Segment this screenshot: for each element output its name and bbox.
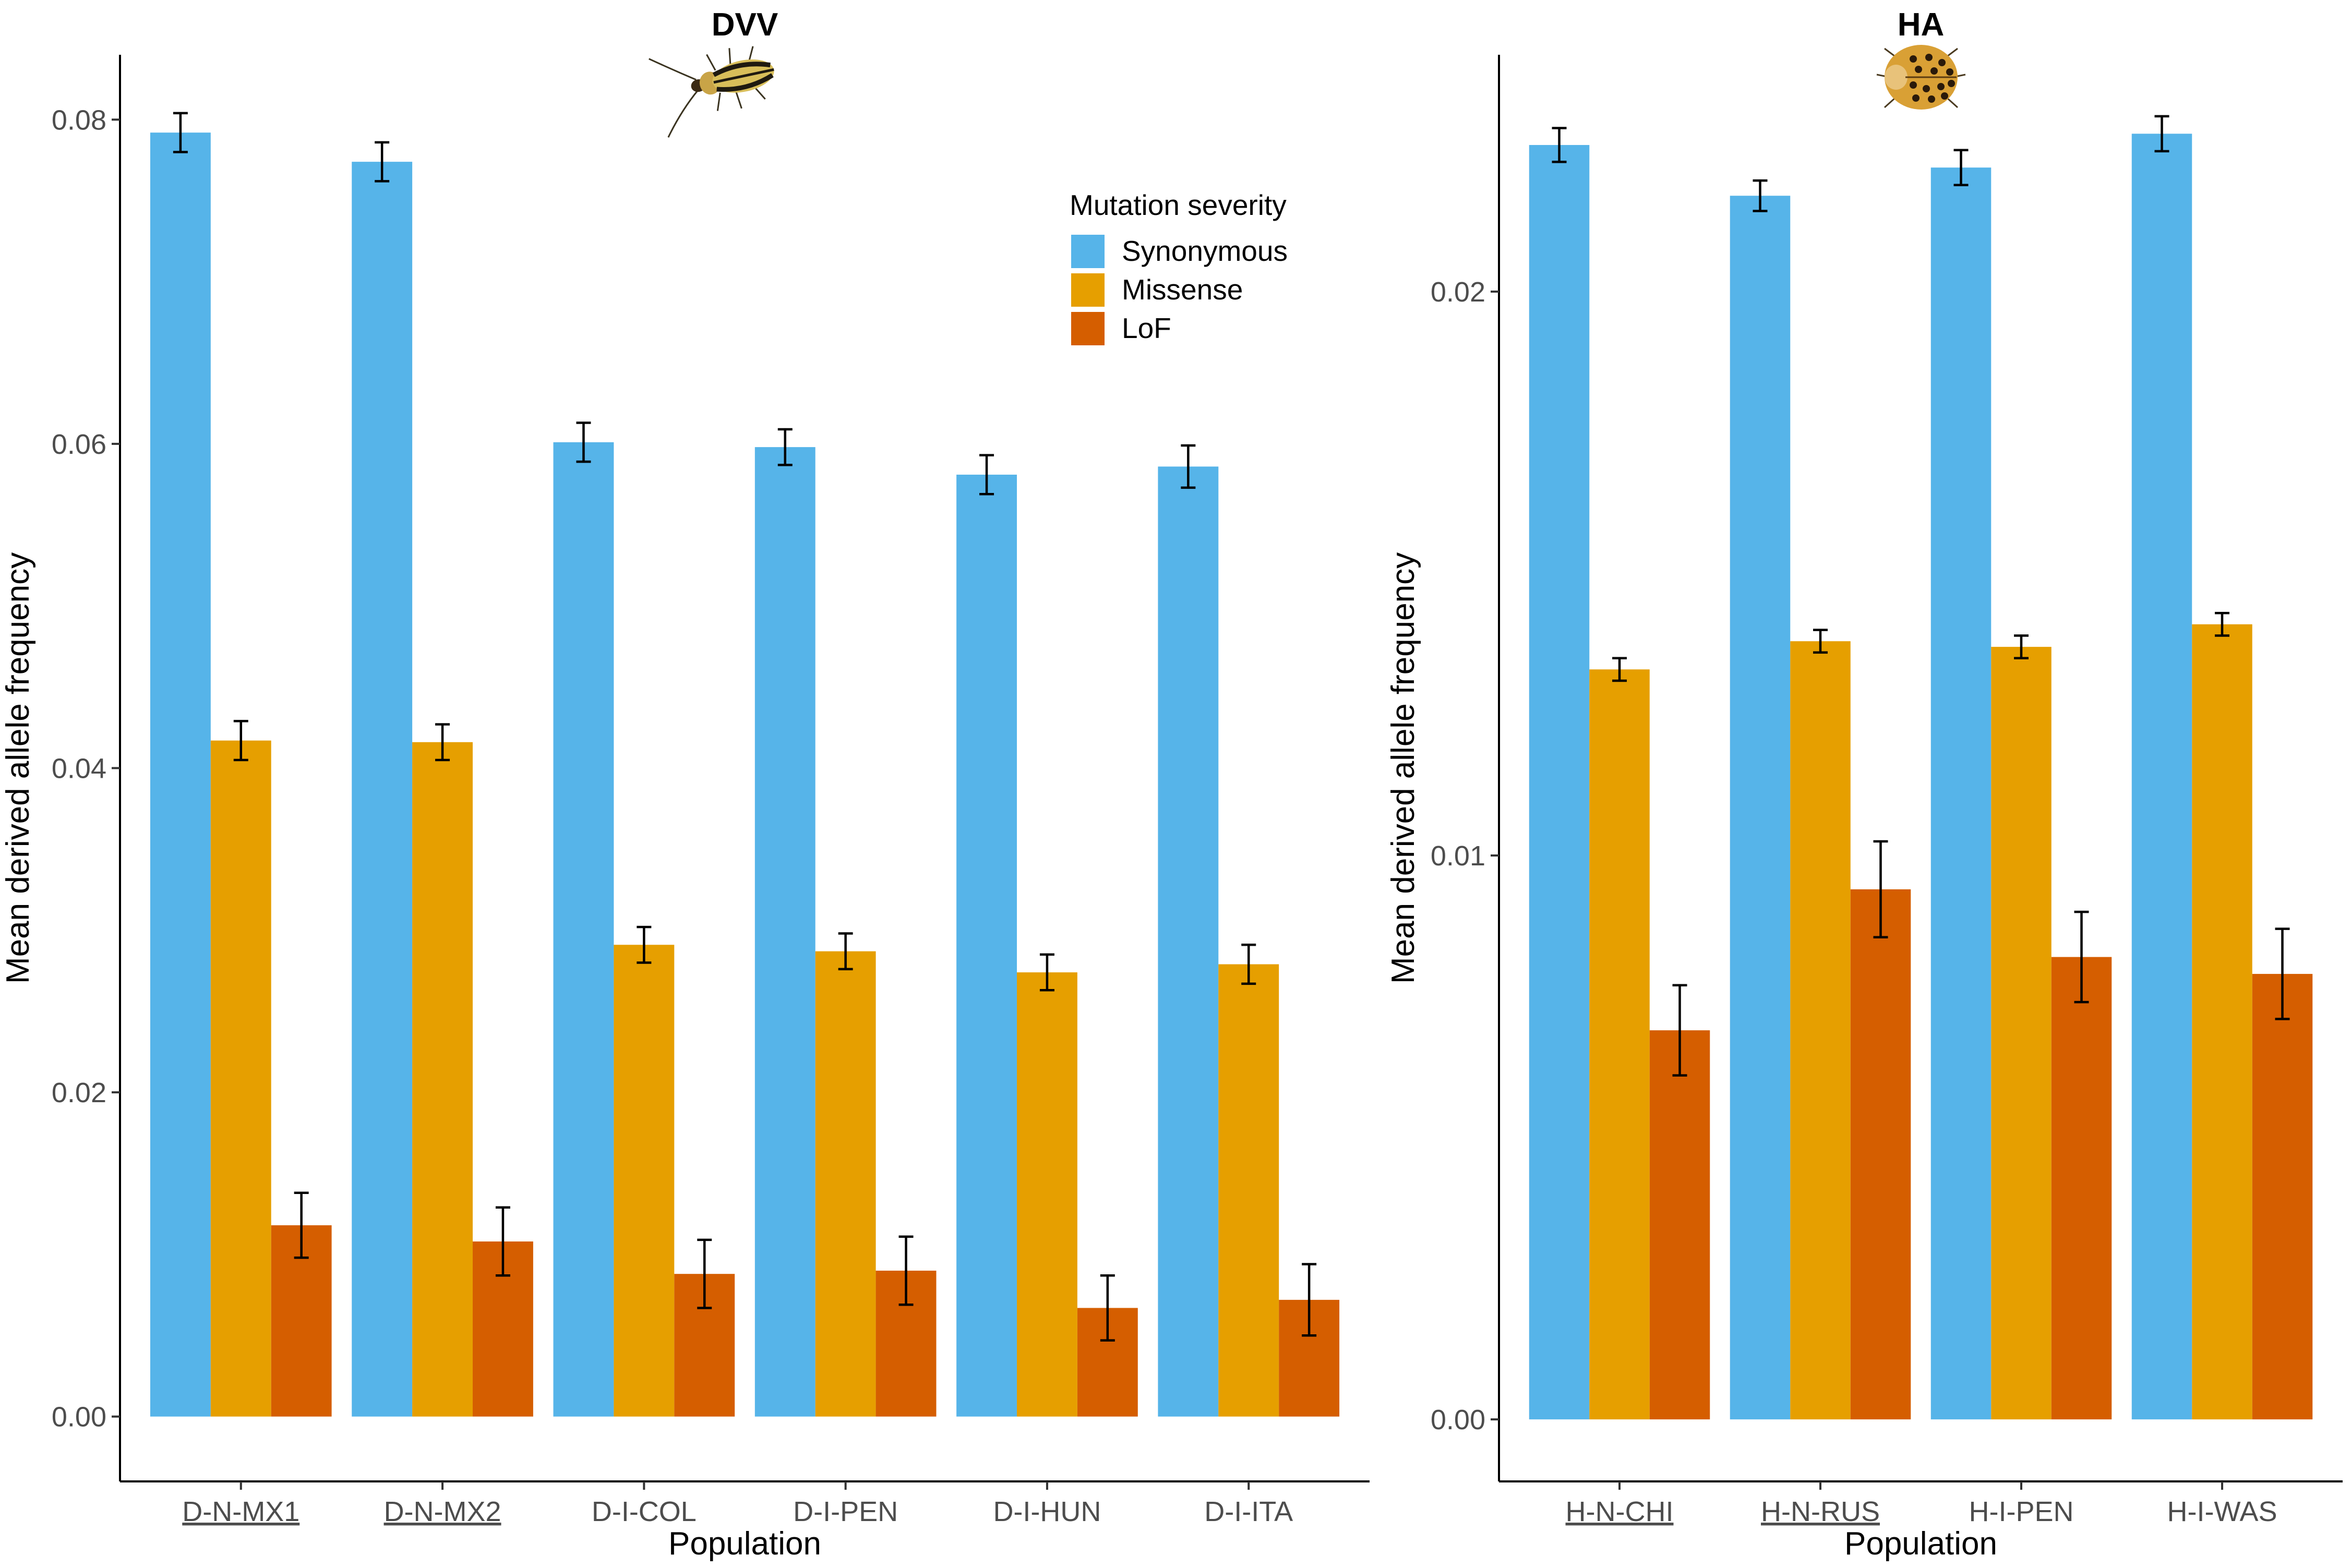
legend-label: Missense — [1122, 273, 1243, 306]
legend-swatch-missense — [1071, 273, 1105, 307]
error-bar — [1241, 944, 1256, 985]
error-bar — [898, 1235, 914, 1306]
bar-synonymous — [754, 447, 815, 1417]
x-axis-title: Population — [668, 1526, 821, 1562]
legend-label: LoF — [1122, 312, 1171, 344]
error-bar — [1552, 127, 1567, 163]
error-bar — [495, 1206, 510, 1277]
x-tick-label: D-N-MX1 — [182, 1496, 299, 1527]
error-bar — [838, 932, 853, 971]
error-bar — [2154, 115, 2169, 153]
y-axis-title: Mean derived allele frequency — [0, 552, 36, 984]
y-axis-title: Mean derived allele frequency — [1385, 552, 1421, 984]
bar-missense — [1790, 641, 1851, 1420]
chart-panel-dvv: 0.00 0.02 0.04 0.06 0.08 D-N-MX1 D-N-MX2 D-I-CO… — [0, 7, 1370, 1562]
y-tick-label: 0.00 — [1431, 1404, 1485, 1436]
y-tick-label: 0.02 — [1431, 276, 1485, 308]
y-tick-label: 0.04 — [52, 753, 106, 785]
error-bar — [777, 428, 793, 466]
bar-missense — [1218, 964, 1279, 1417]
bar-synonymous — [2131, 134, 2192, 1420]
error-bar — [1100, 1274, 1115, 1342]
legend-title: Mutation severity — [1070, 189, 1287, 221]
ladybird-beetle-icon — [1876, 45, 1966, 110]
x-tick-label: D-I-PEN — [793, 1496, 898, 1527]
x-tick-label: H-I-WAS — [2167, 1496, 2277, 1527]
error-bar — [435, 723, 450, 762]
bar-synonymous — [352, 162, 413, 1417]
error-bar — [2074, 910, 2089, 1004]
error-bar — [233, 720, 248, 762]
panel-title: HA — [1898, 7, 1945, 43]
error-bar — [1813, 629, 1828, 654]
error-bar — [2215, 611, 2229, 637]
bar-missense — [1016, 972, 1077, 1417]
bar-missense — [412, 742, 473, 1417]
bar-synonymous — [1730, 196, 1791, 1420]
bar-missense — [1991, 647, 2052, 1420]
bar-lof — [1649, 1030, 1710, 1420]
y-tick-label: 0.06 — [52, 429, 106, 460]
error-bar — [1672, 984, 1687, 1077]
y-tick-label: 0.08 — [52, 104, 106, 136]
error-bar — [294, 1191, 309, 1259]
error-bar — [2014, 634, 2029, 659]
error-bar — [697, 1238, 712, 1309]
error-bar — [1039, 953, 1054, 992]
rootworm-beetle-icon — [649, 46, 774, 138]
bar-missense — [1589, 669, 1650, 1420]
bar-synonymous — [1529, 144, 1590, 1420]
x-axis-title: Population — [1844, 1526, 1997, 1562]
error-bar — [1953, 149, 1969, 186]
chart-panel-ha: 0.00 0.01 0.02 H-N-CHI H-N-RUS H-I-PEN H-I-WAS… — [1385, 7, 2343, 1562]
error-bar — [1873, 840, 1888, 939]
bar-missense — [815, 951, 876, 1417]
y-tick-label: 0.01 — [1431, 840, 1485, 872]
error-bar — [637, 925, 652, 964]
bar-missense — [210, 740, 271, 1417]
error-bar — [2275, 927, 2290, 1020]
x-tick-label: D-I-COL — [592, 1496, 697, 1527]
bar-synonymous — [956, 474, 1017, 1417]
panel-title: DVV — [712, 7, 778, 43]
x-tick-label: H-I-PEN — [1969, 1496, 2074, 1527]
legend: Mutation severity Synonymous Missense LoF — [1070, 189, 1288, 345]
bar-lof — [2252, 974, 2313, 1420]
bar-missense — [614, 945, 675, 1417]
y-tick-label: 0.02 — [52, 1077, 106, 1108]
error-bar — [1753, 179, 1768, 212]
error-bar — [1181, 444, 1196, 489]
bar-synonymous — [150, 132, 211, 1417]
bar-synonymous — [1158, 466, 1219, 1417]
legend-swatch-synonymous — [1071, 235, 1105, 268]
x-tick-label: D-I-ITA — [1204, 1496, 1293, 1527]
y-tick-label: 0.00 — [52, 1402, 106, 1433]
bar-lof — [1850, 889, 1911, 1420]
bar-synonymous — [1930, 167, 1992, 1420]
x-tick-label: D-N-MX2 — [384, 1496, 501, 1527]
x-tick-label: H-N-CHI — [1566, 1496, 1674, 1527]
bar-lof — [2051, 957, 2112, 1420]
error-bar — [375, 141, 390, 183]
x-tick-label: D-I-HUN — [993, 1496, 1101, 1527]
legend-label: Synonymous — [1122, 235, 1288, 267]
error-bar — [576, 421, 591, 463]
error-bar — [1302, 1263, 1317, 1337]
bar-missense — [2192, 624, 2252, 1420]
legend-swatch-lof — [1071, 312, 1105, 345]
error-bar — [173, 112, 188, 153]
error-bar — [1612, 657, 1627, 682]
bar-synonymous — [553, 442, 614, 1417]
x-tick-label: H-N-RUS — [1761, 1496, 1880, 1527]
error-bar — [979, 454, 994, 496]
